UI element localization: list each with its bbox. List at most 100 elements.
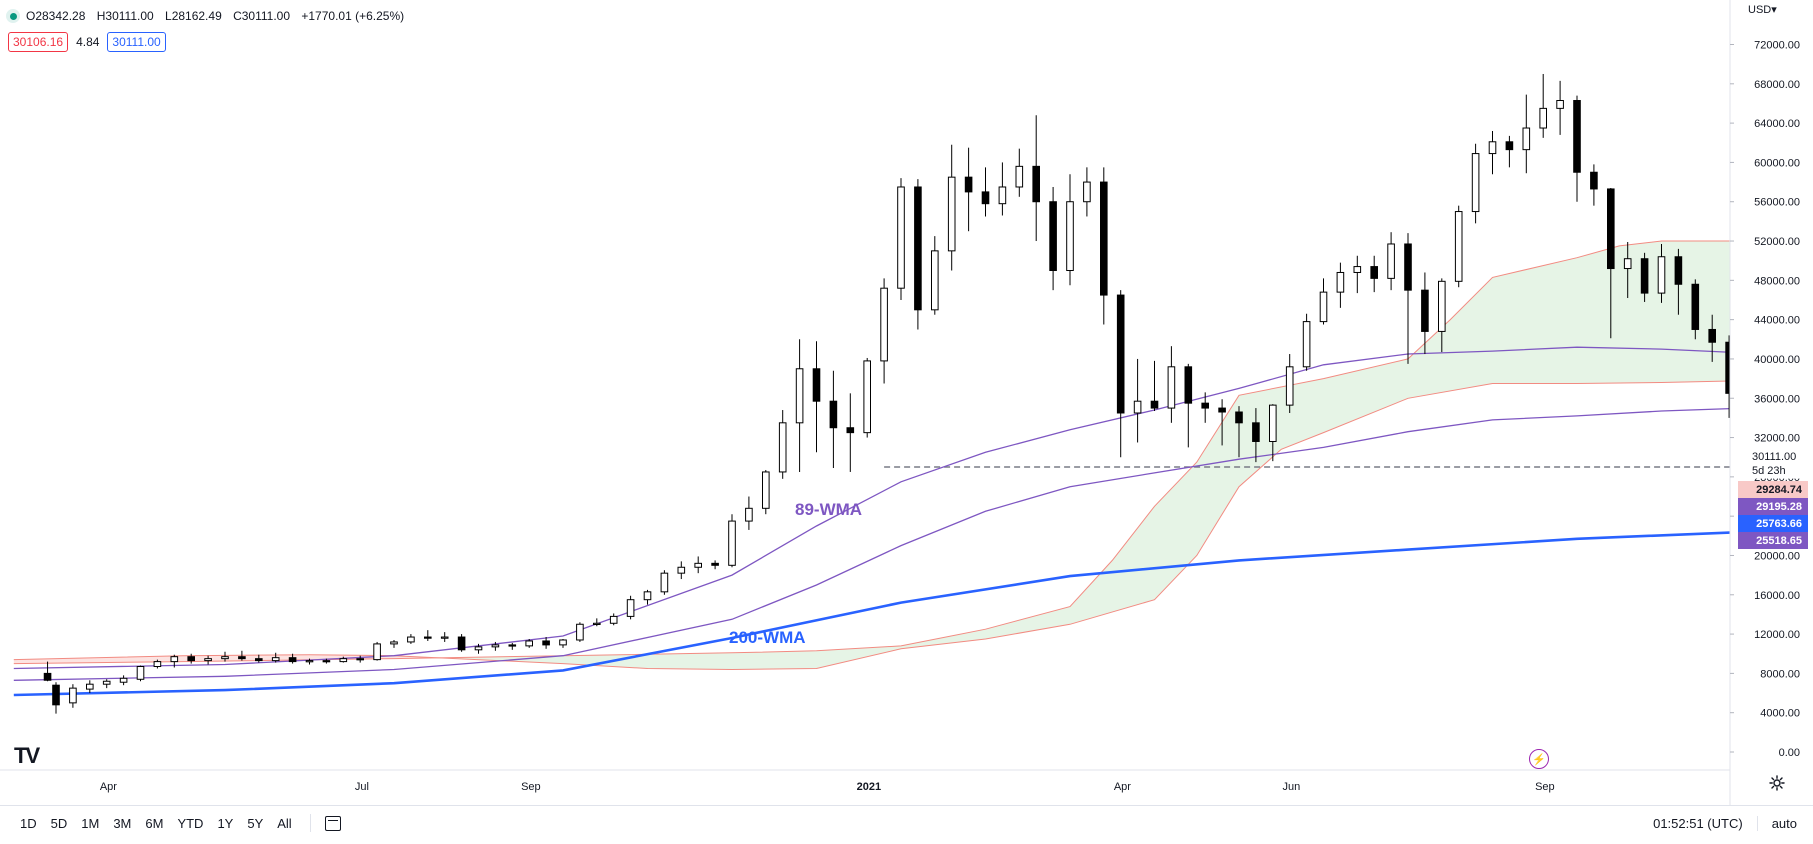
range-button-ytd[interactable]: YTD [171, 812, 211, 835]
candle-body [340, 659, 347, 662]
candle-body [1168, 367, 1175, 408]
candle-body [1675, 257, 1682, 285]
candle [627, 596, 634, 620]
high-value: H30111.00 [97, 9, 154, 23]
y-tick-label: 60000.00 [1754, 157, 1800, 169]
candle-body [898, 187, 905, 288]
candle-body [627, 600, 634, 617]
bar-countdown: 5d 23h [1752, 465, 1786, 477]
candle-body [779, 423, 786, 472]
candle [813, 341, 820, 452]
utc-clock[interactable]: 01:52:51 (UTC) [1653, 816, 1758, 831]
auto-scale-toggle[interactable]: auto [1772, 816, 1813, 831]
currency-selector[interactable]: USD▾ [1748, 3, 1777, 16]
candle [44, 662, 51, 682]
y-tick-label: 44000.00 [1754, 315, 1800, 327]
candle [391, 640, 398, 648]
candle-body [948, 177, 955, 251]
calendar-icon[interactable] [325, 816, 341, 831]
candle [272, 653, 279, 663]
candle-body [1489, 142, 1496, 154]
y-tick-label: 32000.00 [1754, 433, 1800, 445]
range-button-1d[interactable]: 1D [14, 812, 45, 835]
candle-body [796, 369, 803, 423]
settings-gear-icon[interactable] [1769, 775, 1785, 791]
candle-body [678, 567, 685, 573]
candle-body [475, 647, 482, 650]
sell-price-button[interactable]: 30106.16 [8, 32, 68, 52]
bolt-icon[interactable]: ⚡ [1529, 749, 1549, 769]
candle [678, 561, 685, 579]
candle-body [391, 642, 398, 644]
candle-body [1084, 182, 1091, 202]
candle [1743, 333, 1750, 400]
candle [1185, 364, 1192, 448]
candle-body [1270, 405, 1277, 441]
candle-body [205, 659, 212, 661]
candle [864, 358, 871, 438]
candle [695, 556, 702, 573]
range-button-5y[interactable]: 5Y [241, 812, 271, 835]
candle-body [932, 251, 939, 310]
candle-body [1101, 182, 1108, 295]
candle-body [1388, 244, 1395, 278]
candle-body [965, 177, 972, 192]
candle-body [763, 472, 770, 508]
candle-body [729, 521, 736, 565]
candle [560, 639, 567, 648]
candle-body [1523, 128, 1530, 150]
price-axis[interactable]: 0.004000.008000.0012000.0016000.0020000.… [1730, 0, 1808, 805]
candle [898, 178, 905, 300]
candle-body [1134, 401, 1141, 413]
candle [458, 634, 465, 652]
candle-body [999, 187, 1006, 204]
range-button-5d[interactable]: 5D [45, 812, 76, 835]
candle [1557, 81, 1564, 135]
y-tick-label: 12000.00 [1754, 629, 1800, 641]
y-tick-label: 4000.00 [1760, 708, 1800, 720]
annotation-89-wma: 89-WMA [795, 500, 862, 519]
wma89-line [14, 406, 1813, 680]
range-button-all[interactable]: All [271, 812, 299, 835]
candle [729, 514, 736, 567]
candle-body [1303, 322, 1310, 367]
candle-body [915, 187, 922, 310]
candle [965, 148, 972, 232]
candle [1523, 95, 1530, 174]
candle [374, 642, 381, 661]
candle-body [1641, 259, 1648, 293]
range-button-1y[interactable]: 1Y [211, 812, 241, 835]
tradingview-logo-icon[interactable]: TV [14, 743, 38, 769]
candle-body [1743, 336, 1750, 393]
y-tick-label: 68000.00 [1754, 79, 1800, 91]
candle [1303, 314, 1310, 371]
candle [1591, 164, 1598, 205]
candle [881, 278, 888, 383]
candle-body [1472, 154, 1479, 212]
candle [120, 675, 127, 685]
candle-body [1050, 202, 1057, 271]
time-axis[interactable]: AprJulSep2021AprJunSep2022MarJunSep2023M… [0, 770, 1813, 793]
candle-body [644, 592, 651, 600]
candle [103, 679, 110, 688]
candle-body [1067, 202, 1074, 271]
candle-body [137, 667, 144, 680]
candle-body [1253, 423, 1260, 442]
candle-body [289, 658, 296, 662]
wma89-price-label: 29195.28 [1756, 501, 1802, 513]
buy-price-button[interactable]: 30111.00 [107, 32, 165, 52]
range-button-6m[interactable]: 6M [139, 812, 171, 835]
candle-body [1354, 267, 1361, 273]
candle-body [1405, 244, 1412, 290]
range-button-1m[interactable]: 1M [75, 812, 107, 835]
candle [1540, 74, 1547, 138]
candle [53, 682, 60, 713]
candle [746, 497, 753, 530]
candle-body [1202, 403, 1209, 408]
candle [408, 634, 415, 644]
candle-body [577, 624, 584, 640]
range-button-3m[interactable]: 3M [107, 812, 139, 835]
